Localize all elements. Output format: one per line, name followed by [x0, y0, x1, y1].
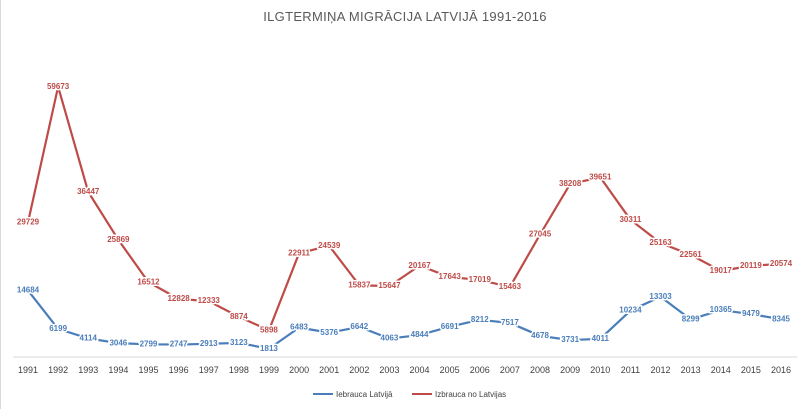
- data-label: 22911: [288, 248, 310, 257]
- x-tick-label: 2013: [681, 365, 701, 375]
- data-label: 30311: [619, 215, 641, 224]
- data-label: 39651: [589, 172, 612, 181]
- data-label: 16512: [137, 277, 160, 286]
- x-tick-label: 2003: [379, 365, 399, 375]
- data-label: 12828: [167, 294, 190, 303]
- data-label: 20574: [770, 259, 793, 268]
- data-label: 4063: [381, 334, 399, 343]
- x-tick-label: 2012: [651, 365, 671, 375]
- data-label: 20119: [740, 261, 762, 270]
- x-tick-label: 1991: [18, 365, 38, 375]
- x-tick-label: 1997: [199, 365, 219, 375]
- data-label: 36447: [77, 187, 100, 196]
- x-tick-label: 1994: [108, 365, 128, 375]
- data-label: 22561: [680, 250, 703, 259]
- data-label: 29729: [17, 217, 40, 226]
- data-label: 2799: [140, 339, 158, 348]
- data-label: 17019: [469, 275, 492, 284]
- x-tick-label: 1996: [169, 365, 189, 375]
- data-label: 8299: [682, 315, 700, 324]
- data-label: 25163: [649, 238, 672, 247]
- x-tick-label: 2010: [590, 365, 610, 375]
- x-tick-label: 1998: [229, 365, 249, 375]
- data-label: 9479: [742, 309, 760, 318]
- data-label: 2913: [200, 339, 218, 348]
- data-label: 8345: [772, 314, 790, 323]
- legend-label: Izbrauca no Latvijas: [435, 390, 506, 399]
- x-tick-label: 1993: [78, 365, 98, 375]
- x-tick-label: 2015: [741, 365, 761, 375]
- data-label: 17643: [439, 272, 462, 281]
- data-label: 4678: [531, 331, 549, 340]
- x-tick-label: 2005: [440, 365, 460, 375]
- data-label: 8212: [471, 315, 489, 324]
- x-tick-label: 2002: [349, 365, 369, 375]
- data-label: 27045: [529, 230, 552, 239]
- x-tick-label: 2007: [500, 365, 520, 375]
- data-label: 4011: [592, 334, 610, 343]
- x-tick-label: 2008: [530, 365, 550, 375]
- data-label: 2747: [170, 340, 188, 349]
- data-label: 1813: [260, 344, 278, 353]
- data-label: 4844: [411, 330, 429, 339]
- x-tick-label: 2016: [771, 365, 791, 375]
- legend-label: Iebrauca Latvijā: [336, 390, 393, 399]
- data-label: 6691: [441, 322, 459, 331]
- data-label: 4114: [80, 333, 98, 342]
- data-label: 6642: [350, 322, 368, 331]
- data-label: 25869: [107, 235, 130, 244]
- data-label: 3123: [230, 338, 248, 347]
- data-label: 5376: [320, 328, 338, 337]
- data-label: 20167: [408, 261, 431, 270]
- x-tick-label: 2014: [711, 365, 731, 375]
- x-tick-label: 1999: [259, 365, 279, 375]
- series-line-0: [27, 289, 782, 350]
- x-tick-label: 2004: [410, 365, 430, 375]
- data-label: 14684: [17, 286, 40, 295]
- data-label: 3731: [561, 335, 579, 344]
- data-label: 12333: [198, 296, 221, 305]
- data-label: 15463: [499, 282, 522, 291]
- x-tick-label: 1992: [48, 365, 68, 375]
- x-tick-label: 2009: [560, 365, 580, 375]
- data-label: 59673: [47, 82, 70, 91]
- x-tick-label: 2000: [289, 365, 309, 375]
- x-tick-label: 2006: [470, 365, 490, 375]
- data-label: 8874: [230, 312, 248, 321]
- x-tick-label: 1995: [138, 365, 158, 375]
- data-label: 38208: [559, 179, 582, 188]
- data-label: 6483: [290, 323, 308, 332]
- data-label: 19017: [710, 266, 733, 275]
- data-label: 10365: [710, 305, 733, 314]
- data-label: 10234: [619, 306, 642, 315]
- data-label: 24539: [318, 241, 341, 250]
- data-label: 3046: [109, 338, 127, 347]
- data-label: 6199: [49, 324, 67, 333]
- x-tick-label: 2011: [621, 365, 640, 375]
- series-line-1: [26, 85, 782, 332]
- data-label: 13303: [649, 292, 672, 301]
- data-label: 5898: [260, 325, 278, 334]
- x-tick-label: 2001: [319, 365, 339, 375]
- data-label: 7517: [501, 318, 519, 327]
- data-label: 15837: [348, 280, 371, 289]
- chart-title: ILGTERMIŅA MIGRĀCIJA LATVIJĀ 1991-2016: [263, 9, 547, 24]
- data-label: 15647: [378, 281, 401, 290]
